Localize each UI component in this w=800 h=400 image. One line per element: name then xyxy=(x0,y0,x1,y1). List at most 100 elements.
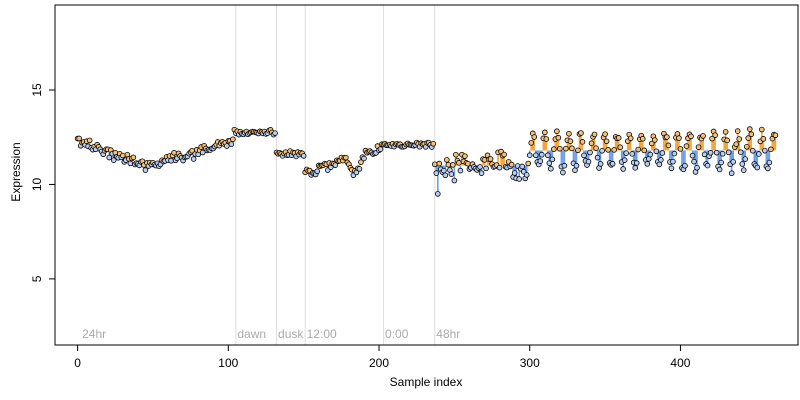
data-point xyxy=(457,167,464,174)
data-point xyxy=(430,140,437,147)
data-point xyxy=(588,140,595,146)
data-point xyxy=(627,135,634,142)
data-point xyxy=(537,158,544,164)
data-point xyxy=(707,149,714,156)
data-point xyxy=(597,161,604,167)
data-point xyxy=(546,160,553,166)
data-point xyxy=(676,135,682,141)
data-point xyxy=(563,145,569,152)
annotation-label: 0:00 xyxy=(385,327,409,341)
data-point xyxy=(566,130,572,137)
data-point xyxy=(435,191,441,197)
data-point xyxy=(772,132,779,139)
data-point xyxy=(725,149,732,156)
x-tick-label: 300 xyxy=(520,356,540,370)
data-point xyxy=(745,135,752,141)
data-point xyxy=(658,157,664,163)
data-point xyxy=(531,134,538,140)
data-point xyxy=(361,155,367,162)
x-tick-label: 0 xyxy=(74,356,81,370)
data-point xyxy=(664,134,670,140)
data-point xyxy=(602,131,608,137)
data-point xyxy=(605,147,611,153)
data-point xyxy=(730,159,736,165)
data-point xyxy=(765,165,771,172)
data-point xyxy=(543,136,550,142)
data-point xyxy=(742,156,749,162)
data-point xyxy=(448,171,455,177)
data-point xyxy=(444,157,450,163)
data-point xyxy=(665,142,672,149)
data-point xyxy=(551,146,557,152)
data-point xyxy=(478,170,485,176)
annotation-lines xyxy=(235,5,436,345)
data-point xyxy=(481,157,488,163)
data-point xyxy=(728,170,735,177)
y-tick-label: 10 xyxy=(30,177,44,191)
data-point xyxy=(557,145,563,152)
data-point xyxy=(442,172,449,179)
data-point xyxy=(733,141,740,147)
data-point xyxy=(632,165,639,171)
y-tick-label: 15 xyxy=(30,83,44,97)
data-point xyxy=(519,163,526,170)
data-point xyxy=(659,150,666,156)
data-point xyxy=(496,164,503,171)
data-point xyxy=(575,147,581,154)
data-point xyxy=(656,161,663,168)
data-point xyxy=(462,153,468,159)
data-point xyxy=(523,172,530,178)
data-point xyxy=(670,158,676,165)
data-point xyxy=(712,132,718,138)
data-point xyxy=(629,151,636,157)
data-point xyxy=(453,151,459,158)
annotation-label: dawn xyxy=(237,327,266,341)
data-point xyxy=(127,160,134,167)
data-point xyxy=(743,143,750,150)
data-point xyxy=(168,157,174,164)
data-point xyxy=(106,154,113,161)
data-point xyxy=(516,176,522,182)
data-point xyxy=(749,147,756,154)
data-point xyxy=(652,137,658,143)
data-point xyxy=(694,164,700,171)
data-point xyxy=(700,133,706,139)
data-point xyxy=(603,138,610,145)
data-point xyxy=(759,126,765,133)
data-point xyxy=(554,128,560,135)
data-point xyxy=(756,151,762,157)
data-point xyxy=(623,150,629,156)
y-tick-label: 5 xyxy=(30,275,44,282)
data-point xyxy=(555,134,562,141)
annotation-label: 24hr xyxy=(82,327,106,341)
data-point xyxy=(585,158,592,165)
data-point xyxy=(224,143,230,149)
data-point xyxy=(532,152,539,159)
data-point xyxy=(768,146,774,153)
data-point xyxy=(709,135,715,142)
data-point xyxy=(581,152,587,159)
data-point xyxy=(199,149,206,156)
data-point xyxy=(545,152,551,159)
data-point xyxy=(740,167,747,173)
data-point xyxy=(528,140,535,146)
data-point xyxy=(677,146,684,152)
data-point xyxy=(633,160,640,166)
data-point xyxy=(332,162,339,168)
data-point xyxy=(542,129,548,136)
y-axis-label: Expression xyxy=(9,142,23,201)
data-point xyxy=(587,149,593,156)
data-point xyxy=(704,162,711,169)
data-point xyxy=(621,157,628,163)
x-tick-label: 200 xyxy=(369,356,389,370)
data-point xyxy=(615,135,622,141)
data-point xyxy=(724,137,730,144)
data-point xyxy=(130,154,137,161)
data-point xyxy=(567,138,574,144)
data-point xyxy=(300,153,307,159)
data-point xyxy=(635,146,642,153)
annotation-label: dusk xyxy=(278,327,304,341)
data-point xyxy=(572,167,578,174)
